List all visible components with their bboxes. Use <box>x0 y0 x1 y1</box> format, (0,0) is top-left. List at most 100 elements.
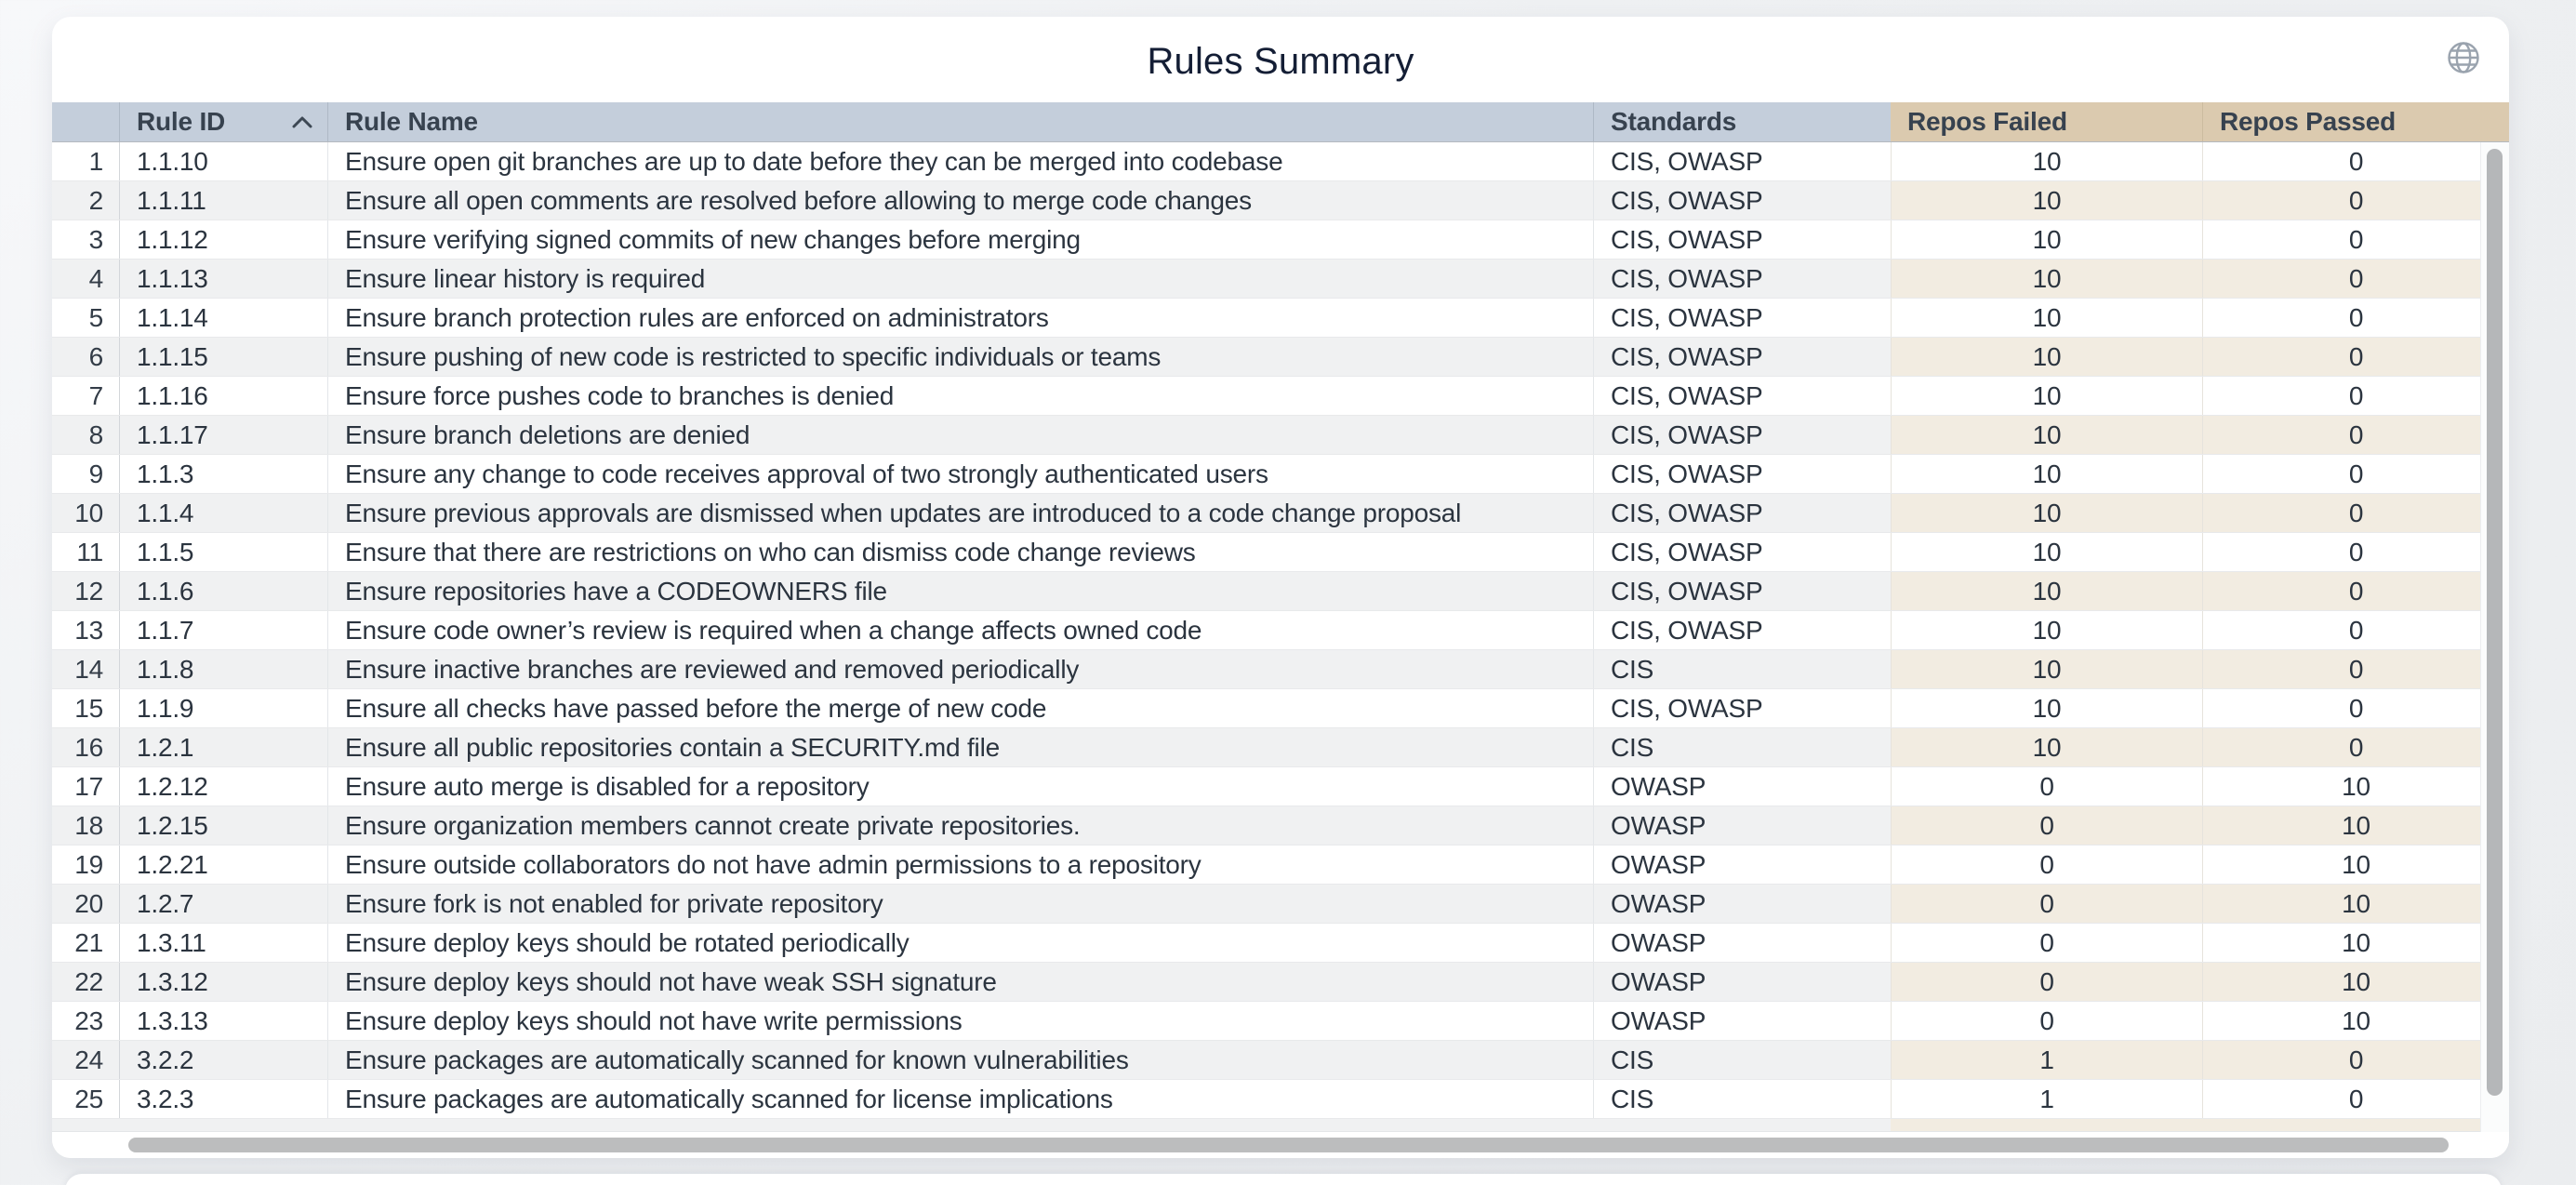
table-row[interactable]: 2 1.1.11 Ensure all open comments are re… <box>52 181 2509 220</box>
table-row[interactable]: 22 1.3.12 Ensure deploy keys should not … <box>52 963 2509 1002</box>
cell-repos-passed: 10 <box>2202 845 2509 884</box>
cell-standards: CIS, OWASP <box>1593 338 1891 376</box>
cell-row-index: 21 <box>74 927 103 957</box>
cell-rule-name: Ensure any change to code receives appro… <box>327 455 1593 493</box>
cell-rule-id: 1.1.15 <box>119 338 327 376</box>
horizontal-scrollbar-track[interactable] <box>119 1132 2509 1158</box>
cell-repos-passed: 0 <box>2202 728 2509 766</box>
globe-icon[interactable] <box>2446 40 2481 75</box>
cell-rule-id: 1.1.3 <box>119 455 327 493</box>
table-row[interactable]: 23 1.3.13 Ensure deploy keys should not … <box>52 1002 2509 1041</box>
cell-rule-id: 1.1.14 <box>119 299 327 337</box>
table-row[interactable]: 6 1.1.15 Ensure pushing of new code is r… <box>52 338 2509 377</box>
cell-repos-passed: 0 <box>2202 650 2509 688</box>
cell-rule-name: Ensure packages are automatically scanne… <box>327 1041 1593 1079</box>
table-row[interactable]: 1 1.1.10 Ensure open git branches are up… <box>52 142 2509 181</box>
cell-standards: CIS, OWASP <box>1593 533 1891 571</box>
cell-rule-name: Ensure deploy keys should not have write… <box>327 1002 1593 1040</box>
table-row[interactable]: 12 1.1.6 Ensure repositories have a CODE… <box>52 572 2509 611</box>
cell-standards: CIS, OWASP <box>1593 260 1891 298</box>
horizontal-scrollbar-thumb[interactable] <box>128 1138 2449 1152</box>
cell-repos-failed: 0 <box>1891 885 2202 923</box>
cell-row-index: 3 <box>88 224 104 254</box>
cell-standards: OWASP <box>1593 767 1891 806</box>
cell-row-index: 14 <box>52 650 119 688</box>
vertical-scrollbar-thumb[interactable] <box>2487 149 2503 1096</box>
vertical-scrollbar-track[interactable] <box>2480 142 2509 1132</box>
cell-rule-name: Ensure previous approvals are dismissed … <box>327 494 1593 532</box>
table-body: 1 1.1.10 Ensure open git branches are up… <box>52 142 2509 1119</box>
cell-standards: CIS, OWASP <box>1593 611 1891 649</box>
cell-rule-id: 1.1.7 <box>119 611 327 649</box>
table-row[interactable]: 10 1.1.4 Ensure previous approvals are d… <box>52 494 2509 533</box>
table-row[interactable]: 24 3.2.2 Ensure packages are automatical… <box>52 1041 2509 1080</box>
table-row[interactable]: 18 1.2.15 Ensure organization members ca… <box>52 806 2509 845</box>
next-card-edge <box>65 1174 2502 1185</box>
table-row[interactable]: 14 1.1.8 Ensure inactive branches are re… <box>52 650 2509 689</box>
cell-repos-failed: 10 <box>1891 142 2202 180</box>
table-row[interactable]: 13 1.1.7 Ensure code owner’s review is r… <box>52 611 2509 650</box>
cell-rule-id: 1.1.8 <box>119 650 327 688</box>
cell-rule-id: 1.2.21 <box>119 845 327 884</box>
cell-rule-id: 1.1.13 <box>119 260 327 298</box>
cell-rule-id: 1.1.5 <box>119 533 327 571</box>
cell-rule-id: 1.3.13 <box>119 1002 327 1040</box>
header-row-index <box>52 102 119 141</box>
table-row[interactable]: 20 1.2.7 Ensure fork is not enabled for … <box>52 885 2509 924</box>
cell-standards: CIS, OWASP <box>1593 572 1891 610</box>
table-row[interactable]: 25 3.2.3 Ensure packages are automatical… <box>52 1080 2509 1119</box>
cell-repos-passed: 10 <box>2202 806 2509 845</box>
table-row[interactable]: 16 1.2.1 Ensure all public repositories … <box>52 728 2509 767</box>
table-row[interactable]: 4 1.1.13 Ensure linear history is requir… <box>52 260 2509 299</box>
cell-rule-id: 1.1.17 <box>119 416 327 454</box>
cell-rule-id: 1.2.7 <box>119 885 327 923</box>
cell-repos-failed: 10 <box>1891 689 2202 727</box>
cell-row-index: 18 <box>52 806 119 845</box>
rules-summary-card: Rules Summary Rule ID Rule Name Standard… <box>52 17 2509 1158</box>
table-row[interactable]: 9 1.1.3 Ensure any change to code receiv… <box>52 455 2509 494</box>
cell-repos-passed: 0 <box>2202 299 2509 337</box>
cell-standards: CIS <box>1593 1041 1891 1079</box>
cell-repos-failed: 10 <box>1891 260 2202 298</box>
cell-rule-id: 1.1.9 <box>119 689 327 727</box>
header-rule-id[interactable]: Rule ID <box>119 102 327 141</box>
table-row[interactable]: 5 1.1.14 Ensure branch protection rules … <box>52 299 2509 338</box>
cell-rule-name: Ensure all open comments are resolved be… <box>327 181 1593 220</box>
header-repos-failed[interactable]: Repos Failed <box>1891 102 2202 141</box>
table-row[interactable]: 15 1.1.9 Ensure all checks have passed b… <box>52 689 2509 728</box>
cell-standards: CIS, OWASP <box>1593 299 1891 337</box>
header-repos-passed[interactable]: Repos Passed <box>2202 102 2509 141</box>
header-standards[interactable]: Standards <box>1593 102 1891 141</box>
cell-rule-name: Ensure repositories have a CODEOWNERS fi… <box>327 572 1593 610</box>
cell-rule-name: Ensure verifying signed commits of new c… <box>327 220 1593 259</box>
cell-repos-passed: 0 <box>2202 377 2509 415</box>
cell-rule-name: Ensure deploy keys should be rotated per… <box>327 924 1593 962</box>
table-row[interactable]: 19 1.2.21 Ensure outside collaborators d… <box>52 845 2509 885</box>
table-row[interactable]: 17 1.2.12 Ensure auto merge is disabled … <box>52 767 2509 806</box>
cell-repos-passed: 0 <box>2202 416 2509 454</box>
cell-standards: CIS, OWASP <box>1593 181 1891 220</box>
cell-repos-failed: 1 <box>1891 1041 2202 1079</box>
cell-repos-failed: 0 <box>1891 845 2202 884</box>
cell-rule-id: 1.3.11 <box>119 924 327 962</box>
cell-standards: CIS, OWASP <box>1593 416 1891 454</box>
table-row[interactable]: 3 1.1.12 Ensure verifying signed commits… <box>52 220 2509 260</box>
table-row[interactable]: 8 1.1.17 Ensure branch deletions are den… <box>52 416 2509 455</box>
cell-rule-id: 1.1.11 <box>119 181 327 220</box>
table-row[interactable]: 21 1.3.11 Ensure deploy keys should be r… <box>52 924 2509 963</box>
cell-rule-name: Ensure open git branches are up to date … <box>327 142 1593 180</box>
cell-repos-passed: 0 <box>2202 572 2509 610</box>
cell-standards: OWASP <box>1593 885 1891 923</box>
cell-repos-failed: 1 <box>1891 1080 2202 1118</box>
cell-row-index: 13 <box>74 615 103 645</box>
cell-repos-failed: 10 <box>1891 220 2202 259</box>
cell-rule-id: 1.3.12 <box>119 963 327 1001</box>
sort-ascending-icon[interactable] <box>292 116 312 128</box>
table-row[interactable]: 11 1.1.5 Ensure that there are restricti… <box>52 533 2509 572</box>
cell-rule-name: Ensure all checks have passed before the… <box>327 689 1593 727</box>
table-row[interactable]: 7 1.1.16 Ensure force pushes code to bra… <box>52 377 2509 416</box>
cell-rule-id: 1.1.10 <box>119 142 327 180</box>
cell-repos-passed: 0 <box>2202 338 2509 376</box>
cell-rule-name: Ensure code owner’s review is required w… <box>327 611 1593 649</box>
header-rule-name[interactable]: Rule Name <box>327 102 1593 141</box>
